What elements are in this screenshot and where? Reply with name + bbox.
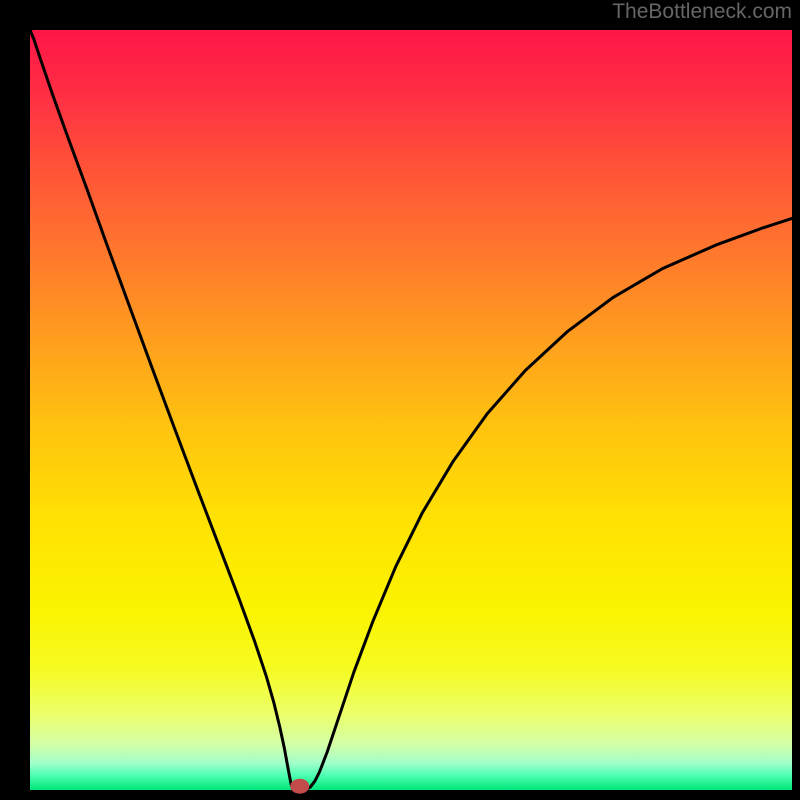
chart-frame: TheBottleneck.com (0, 0, 800, 800)
watermark-text: TheBottleneck.com (612, 0, 792, 24)
plot-background (30, 30, 792, 790)
bottleneck-chart (0, 0, 800, 800)
optimum-marker (291, 779, 309, 793)
